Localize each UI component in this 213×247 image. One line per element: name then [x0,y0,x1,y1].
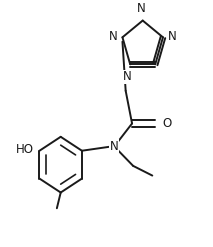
Text: N: N [168,30,176,42]
Text: O: O [162,117,171,130]
Text: N: N [109,30,118,42]
Text: N: N [123,70,132,83]
Text: N: N [109,140,118,153]
Text: HO: HO [16,143,34,156]
Text: N: N [137,2,146,15]
